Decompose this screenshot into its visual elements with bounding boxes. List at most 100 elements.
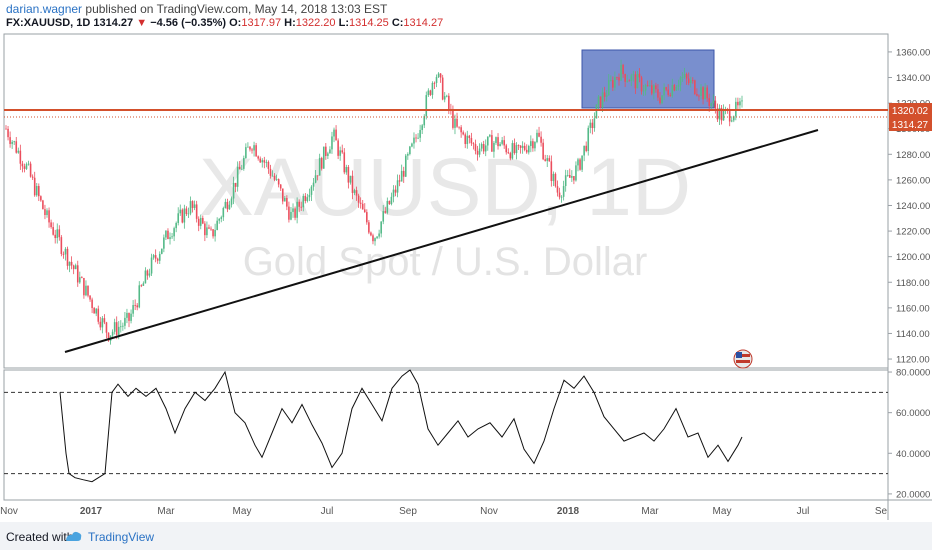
candle-body (128, 312, 130, 321)
time-tick-label: Jul (321, 506, 334, 517)
low-value: 1314.25 (348, 17, 389, 29)
candle-body (19, 150, 22, 164)
candle-body (353, 190, 356, 193)
candle-body (56, 229, 59, 239)
candle-body (464, 134, 467, 145)
candle-body (142, 283, 145, 286)
candle-body (257, 156, 259, 159)
candle-body (60, 237, 63, 254)
candle-body (7, 128, 9, 138)
osc-tick-label: 20.0000 (896, 489, 930, 500)
open-label: O: (229, 17, 242, 29)
candle-body (597, 96, 600, 105)
candle-body (511, 143, 514, 159)
candle-body (443, 96, 446, 100)
candle-body (216, 220, 218, 230)
candle-body (368, 222, 370, 233)
candle-body (93, 308, 95, 314)
candle-body (255, 145, 257, 157)
candle-body (472, 143, 475, 145)
candle-body (253, 145, 255, 151)
candle-body (228, 204, 231, 210)
candle-body (331, 136, 333, 150)
price-tick-label: 1160.00 (896, 303, 930, 314)
candle-body (130, 313, 132, 321)
candle-body (40, 196, 42, 201)
candle-body (486, 136, 489, 146)
candle-body (732, 116, 735, 121)
candle-body (435, 77, 438, 83)
candle-body (243, 157, 245, 169)
candle-body (163, 237, 165, 249)
candle-body (197, 218, 200, 226)
candle-body (685, 74, 688, 79)
candle-body (66, 248, 69, 266)
candle-body (546, 158, 549, 161)
trendline[interactable] (64, 129, 819, 353)
candle-body (425, 95, 428, 117)
candle-body (103, 318, 106, 323)
candle-body (327, 153, 329, 156)
author-link[interactable]: darian.wagner (6, 2, 83, 16)
price-label-1320: 1320.02 (889, 103, 932, 117)
candle-body (382, 211, 385, 222)
price-tick-label: 1280.00 (896, 150, 930, 161)
candle-body (13, 141, 16, 143)
candle-body (400, 170, 403, 182)
candle-body (653, 85, 655, 94)
candle-body (583, 145, 585, 156)
candle-body (158, 253, 161, 261)
candle-body (515, 145, 518, 154)
candle-body (730, 120, 733, 122)
candle-body (99, 321, 102, 328)
candle-body (648, 85, 651, 87)
candle-body (202, 217, 204, 224)
candle-body (534, 142, 536, 149)
candle-body (345, 166, 348, 173)
created-with-text: Created with (6, 530, 74, 544)
candle-body (728, 109, 731, 122)
osc-tick-label: 60.0000 (896, 408, 930, 419)
time-tick-label: Nov (480, 506, 498, 517)
candle-body (497, 137, 499, 147)
candle-body (437, 73, 440, 78)
candle-body (704, 87, 706, 100)
tradingview-logo-icon (66, 531, 82, 541)
candle-body (585, 145, 587, 151)
candle-body (361, 203, 364, 210)
candle-body (532, 141, 534, 149)
candle-body (117, 326, 120, 335)
candle-body (220, 217, 223, 219)
candle-body (357, 195, 360, 203)
price-label-text: 1320.02 (892, 106, 929, 117)
candle-body (396, 180, 399, 193)
candle-body (95, 308, 98, 314)
candle-body (292, 208, 294, 212)
candle-body (642, 90, 645, 92)
candle-body (521, 145, 524, 148)
candle-body (507, 152, 510, 154)
candle-body (609, 80, 612, 81)
flag-badge[interactable] (733, 349, 753, 369)
tradingview-link[interactable]: TradingView (88, 530, 155, 544)
price-change: −4.56 (−0.35%) (150, 17, 227, 29)
candle-body (564, 175, 567, 187)
candle-body (236, 166, 239, 187)
candle-body (677, 85, 680, 88)
candle-body (480, 144, 483, 149)
candle-body (523, 145, 526, 150)
candle-body (107, 332, 110, 341)
candle-body (700, 87, 702, 96)
candle-body (306, 197, 309, 201)
candle-body (218, 218, 221, 221)
time-tick-label: Sep (399, 506, 417, 517)
candle-body (657, 89, 659, 98)
candle-body (489, 135, 491, 137)
candle-body (691, 80, 694, 82)
resistance-box[interactable] (581, 49, 715, 109)
candle-body (347, 166, 350, 183)
last-price: 1314.27 (93, 17, 134, 29)
price-tick-label: 1120.00 (896, 355, 930, 366)
candle-body (663, 87, 665, 96)
